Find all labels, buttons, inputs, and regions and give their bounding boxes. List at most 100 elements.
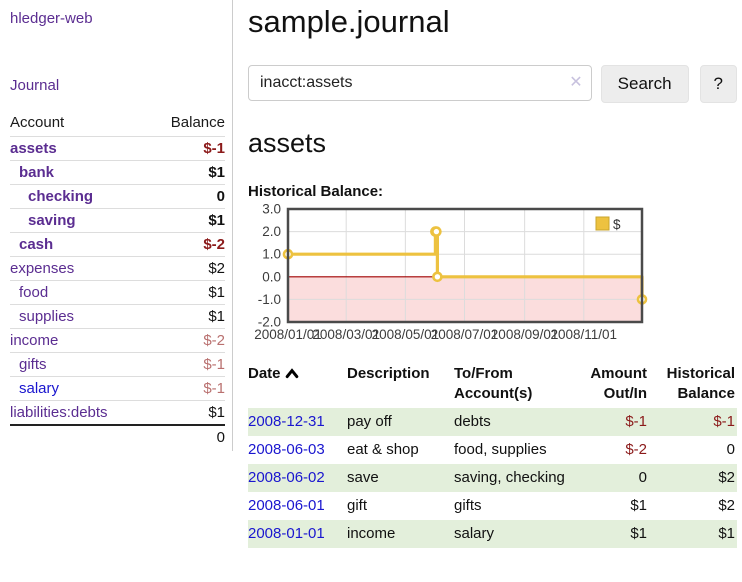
transaction-date-link[interactable]: 2008-01-01	[248, 525, 325, 542]
transaction-date-link[interactable]: 2008-06-01	[248, 497, 325, 514]
app-layout: hledger-web Journal Account Balance asse…	[0, 0, 742, 548]
account-balance: $1	[148, 160, 225, 185]
account-row: gifts $-1	[10, 352, 225, 377]
account-balance: $1	[148, 208, 225, 233]
account-row: bank $1	[10, 160, 225, 185]
svg-text:2008/09/01: 2008/09/01	[491, 327, 559, 342]
svg-text:2008/01/01: 2008/01/01	[254, 327, 322, 342]
search-box: ✕	[248, 65, 592, 103]
transaction-amount: $-2	[625, 441, 647, 458]
transaction-date-link[interactable]: 2008-12-31	[248, 413, 325, 430]
accounts-total-row: 0	[10, 424, 225, 449]
transaction-accounts: debts	[454, 413, 491, 430]
account-balance: $1	[148, 304, 225, 329]
transaction-accounts: food, supplies	[454, 441, 547, 458]
account-link-cash[interactable]: cash	[19, 236, 54, 253]
legend-swatch	[595, 216, 610, 231]
sidebar: hledger-web Journal Account Balance asse…	[0, 0, 233, 451]
register-col-amount-out-in: Amount Out/In	[587, 362, 657, 408]
transaction-row: 2008-06-03 eat & shop food, supplies $-2 0	[248, 436, 737, 464]
account-link-gifts[interactable]: gifts	[19, 356, 47, 373]
account-row: checking 0	[10, 184, 225, 209]
account-balance: $-1	[148, 136, 225, 161]
account-balance: $-2	[148, 232, 225, 257]
transaction-row: 2008-06-02 save saving, checking 0 $2	[248, 464, 737, 492]
register-header-row: Date Description To/From Account(s) Amount …	[248, 362, 737, 408]
clear-search-icon[interactable]: ✕	[569, 74, 583, 91]
account-row: cash $-2	[10, 232, 225, 257]
register-table: Date Description To/From Account(s) Amount …	[248, 362, 737, 548]
account-balance: $1	[148, 400, 225, 426]
nav-journal-link[interactable]: Journal	[10, 77, 60, 94]
account-row: food $1	[10, 280, 225, 305]
search-button[interactable]: Search	[600, 65, 689, 103]
page-title: sample.journal	[248, 4, 450, 39]
transaction-amount: $1	[630, 525, 647, 542]
register-col-description: Description	[347, 362, 454, 408]
search-input[interactable]	[248, 65, 592, 101]
account-balance: 0	[148, 184, 225, 209]
transaction-description: gift	[347, 497, 368, 514]
help-button[interactable]: ?	[699, 65, 737, 103]
account-link-assets[interactable]: assets	[10, 140, 57, 157]
search-row: ✕ Search ?	[248, 65, 737, 103]
sort-ascending-icon	[285, 365, 299, 385]
accounts-header-balance: Balance	[148, 111, 225, 137]
account-title: assets	[248, 128, 327, 158]
transaction-balance: $-1	[713, 413, 735, 430]
main-content: sample.journal ✕ Search ? assets Histori…	[233, 0, 742, 548]
svg-text:2008/03/01: 2008/03/01	[312, 327, 380, 342]
account-row: assets $-1	[10, 136, 225, 161]
app-title-link[interactable]: hledger-web	[10, 10, 93, 27]
transaction-row: 2008-06-01 gift gifts $1 $2	[248, 492, 737, 520]
account-link-liabilities-debts[interactable]: liabilities:debts	[10, 404, 108, 421]
register-col-date[interactable]: Date	[248, 362, 347, 408]
account-link-income[interactable]: income	[10, 332, 59, 349]
account-balance: $1	[148, 280, 225, 305]
column-label: Description	[347, 365, 430, 382]
transaction-balance: $2	[718, 469, 735, 486]
legend-label: $	[613, 217, 621, 232]
transaction-date-link[interactable]: 2008-06-02	[248, 469, 325, 486]
transaction-amount: $1	[630, 497, 647, 514]
historical-balance-chart[interactable]: $3.0 2.0 1.0 0.0 -1.0 -2.0 2008/01/01 2008/03/0…	[248, 204, 650, 346]
svg-text:3.0: 3.0	[262, 204, 281, 217]
column-label: Amount Out/In	[590, 365, 647, 402]
transaction-accounts: salary	[454, 525, 495, 542]
column-label: To/From Account(s)	[454, 365, 533, 402]
account-link-food[interactable]: food	[19, 284, 49, 301]
column-label: Historical Balance	[666, 365, 735, 402]
register-col-historical-balance: Historical Balance	[657, 362, 737, 408]
svg-text:-1.0: -1.0	[258, 292, 281, 307]
transaction-balance: $1	[718, 525, 735, 542]
account-balance: $-1	[148, 352, 225, 377]
transaction-description: save	[347, 469, 379, 486]
transaction-date-link[interactable]: 2008-06-03	[248, 441, 325, 458]
column-label: Date	[248, 365, 281, 382]
transaction-row: 2008-01-01 income salary $1 $1	[248, 520, 737, 548]
account-link-supplies[interactable]: supplies	[19, 308, 75, 325]
transaction-accounts: saving, checking	[454, 469, 565, 486]
svg-text:2008/07/01: 2008/07/01	[431, 327, 499, 342]
account-balance: $-2	[148, 328, 225, 353]
account-link-bank[interactable]: bank	[19, 164, 55, 181]
account-row: expenses $2	[10, 256, 225, 281]
accounts-table: Account Balance assets $-1 bank $1 checking 0…	[10, 111, 225, 449]
svg-text:2008/05/01: 2008/05/01	[372, 327, 440, 342]
account-balance: $-1	[148, 376, 225, 401]
transaction-description: income	[347, 525, 396, 542]
accounts-header-row: Account Balance	[10, 111, 225, 137]
account-link-saving[interactable]: saving	[28, 212, 76, 229]
account-link-checking[interactable]: checking	[28, 188, 94, 205]
transaction-accounts: gifts	[454, 497, 482, 514]
transaction-description: pay off	[347, 413, 392, 430]
account-row: saving $1	[10, 208, 225, 233]
account-row: liabilities:debts $1	[10, 400, 225, 426]
account-row: supplies $1	[10, 304, 225, 329]
transaction-description: eat & shop	[347, 441, 419, 458]
account-balance: $2	[148, 256, 225, 281]
svg-text:2.0: 2.0	[262, 224, 281, 239]
account-link-salary[interactable]: salary	[19, 380, 60, 397]
svg-text:0.0: 0.0	[262, 269, 281, 284]
account-link-expenses[interactable]: expenses	[10, 260, 75, 277]
